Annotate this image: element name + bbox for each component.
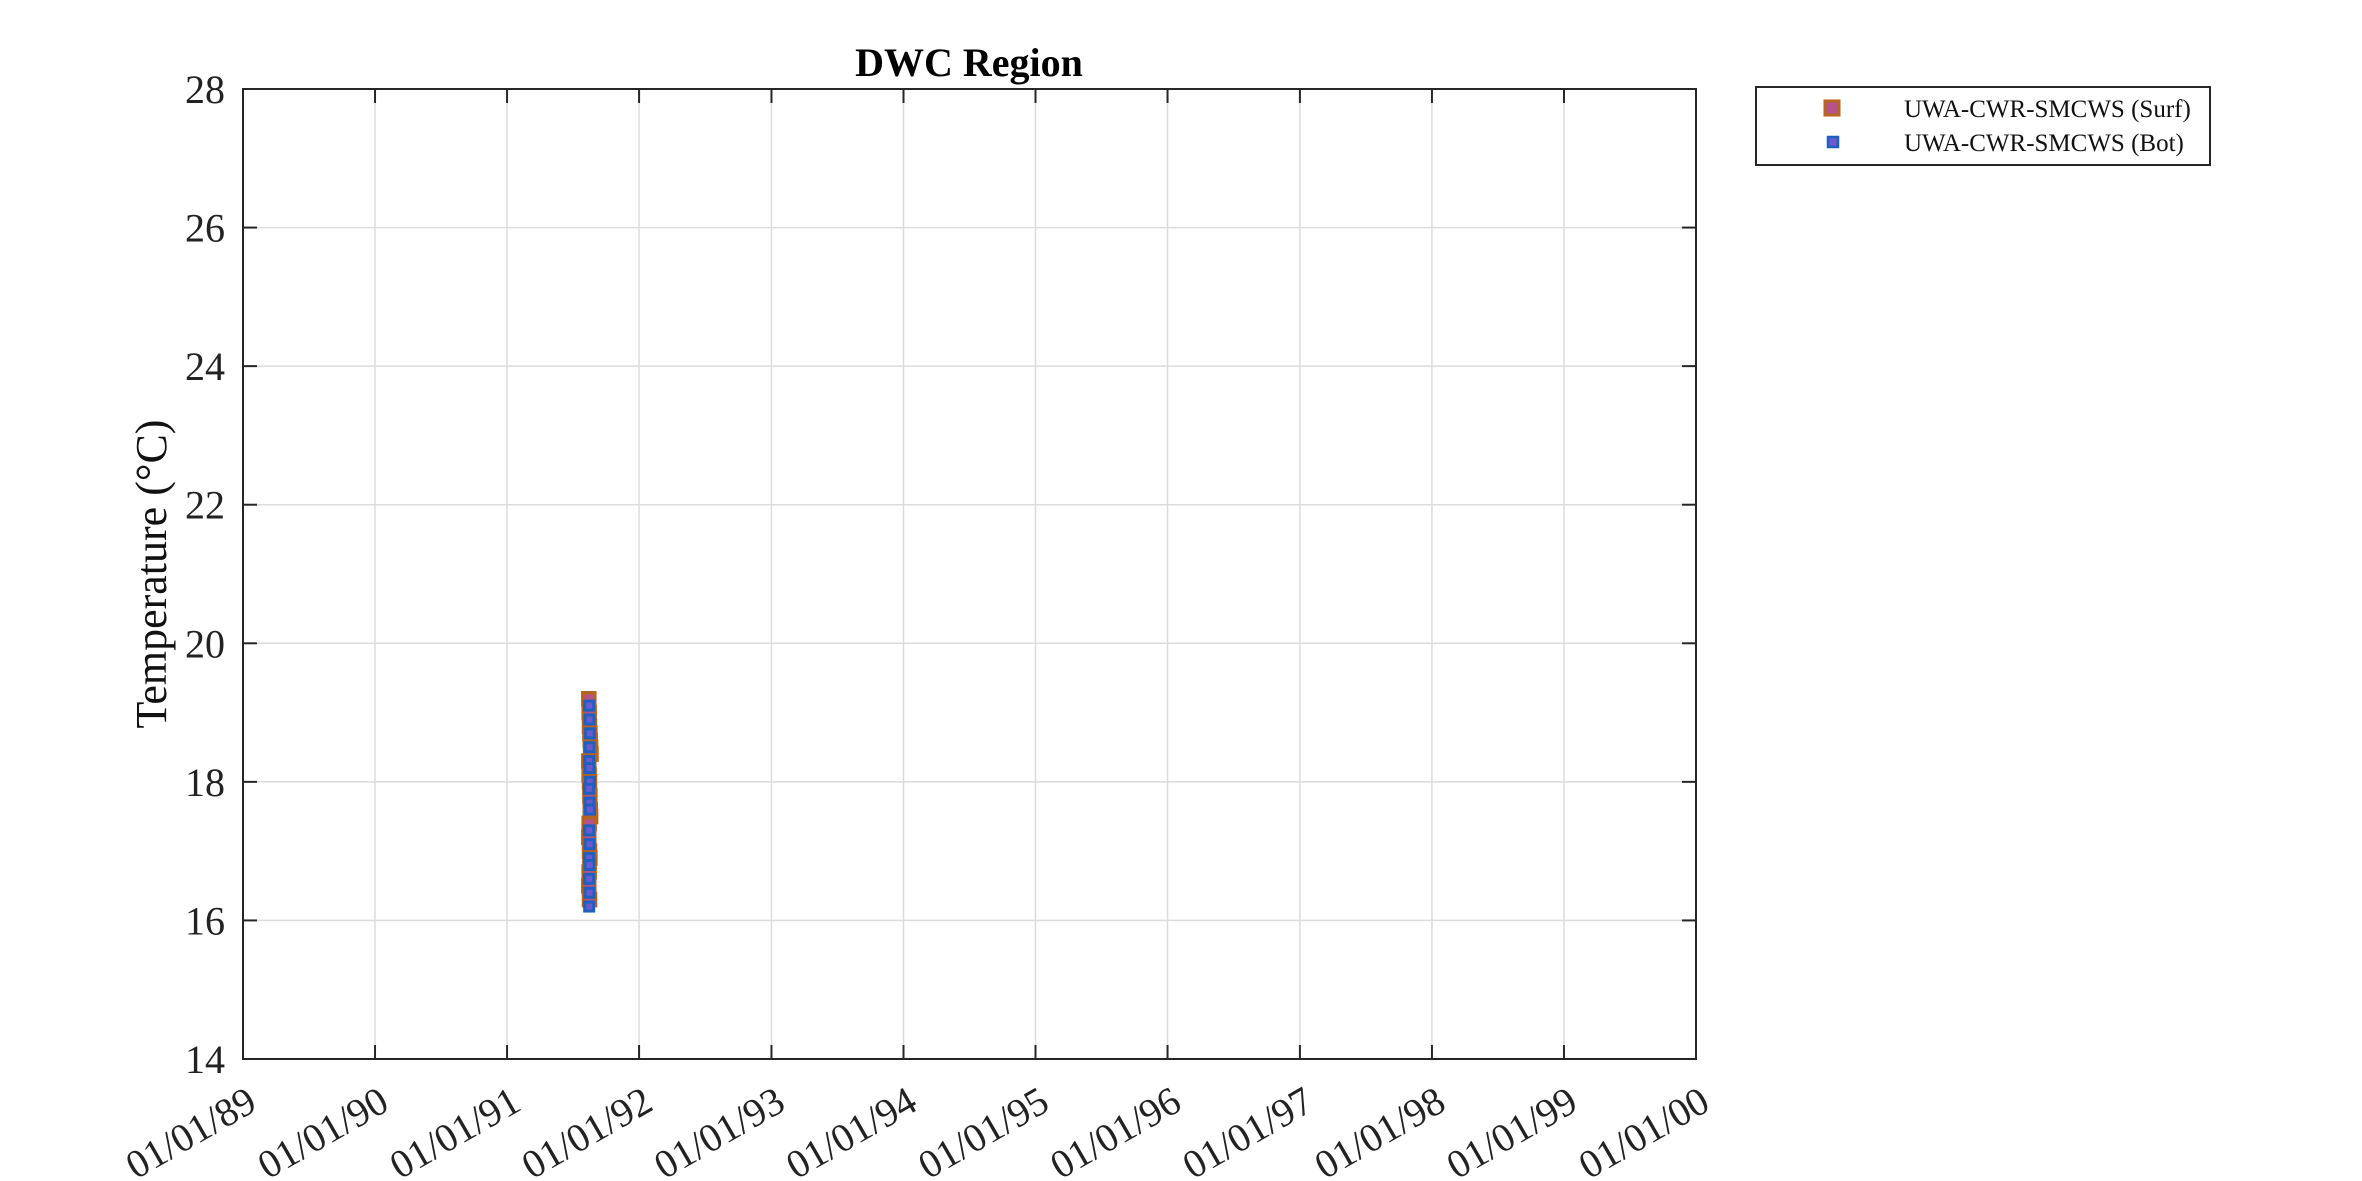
data-point-bot (583, 900, 596, 913)
x-tick-label: 01/01/97 (1175, 1078, 1321, 1181)
y-tick-label: 24 (185, 344, 225, 389)
y-tick-label: 26 (185, 206, 225, 251)
x-tick-label: 01/01/89 (118, 1078, 264, 1181)
grid (243, 89, 1696, 1059)
chart-title: DWC Region (855, 40, 1083, 85)
x-tick-label: 01/01/96 (1042, 1078, 1188, 1181)
y-tick-labels: 14 16 18 20 22 24 26 28 (185, 67, 225, 1082)
legend-label-bot: UWA-CWR-SMCWS (Bot) (1904, 130, 2184, 157)
y-tick-label: 22 (185, 483, 225, 528)
y-tick-label: 14 (185, 1037, 225, 1082)
data-point-bot (583, 872, 596, 885)
legend: UWA-CWR-SMCWS (Surf) UWA-CWR-SMCWS (Bot) (1755, 86, 2211, 166)
data-points (581, 690, 599, 913)
legend-label-surf: UWA-CWR-SMCWS (Surf) (1904, 96, 2191, 123)
legend-marker-surf (1823, 99, 1841, 117)
legend-marker-bot (1826, 135, 1840, 149)
data-point-bot (583, 824, 596, 837)
x-tick-label: 01/01/91 (382, 1078, 528, 1181)
y-axis-label: Temperature (°C) (127, 420, 176, 729)
x-tick-label: 01/01/00 (1571, 1078, 1717, 1181)
data-point-bot (583, 886, 596, 899)
data-point-bot (583, 741, 596, 754)
y-tick-label: 16 (185, 898, 225, 943)
data-point-bot (583, 699, 596, 712)
y-tick-label: 20 (185, 621, 225, 666)
x-tick-label: 01/01/93 (646, 1078, 792, 1181)
plot-background (243, 89, 1696, 1059)
x-tick-labels: 01/01/8901/01/9001/01/9101/01/9201/01/93… (118, 1078, 1717, 1181)
x-tick-label: 01/01/95 (910, 1078, 1056, 1181)
x-tick-label: 01/01/92 (514, 1078, 660, 1181)
data-point-bot (583, 838, 596, 851)
data-point-bot (583, 727, 596, 740)
y-tick-label: 18 (185, 760, 225, 805)
data-point-bot (583, 803, 596, 816)
plot-frame (242, 88, 1697, 1060)
ticks (242, 88, 1697, 1060)
x-tick-label: 01/01/99 (1439, 1078, 1585, 1181)
data-point-bot (583, 762, 596, 774)
x-tick-label: 01/01/90 (250, 1078, 396, 1181)
data-point-bot (583, 713, 596, 726)
data-point-bot (583, 782, 596, 795)
x-tick-label: 01/01/98 (1307, 1078, 1453, 1181)
x-tick-label: 01/01/94 (778, 1078, 924, 1181)
y-tick-label: 28 (185, 67, 225, 112)
data-point-bot (583, 859, 596, 871)
